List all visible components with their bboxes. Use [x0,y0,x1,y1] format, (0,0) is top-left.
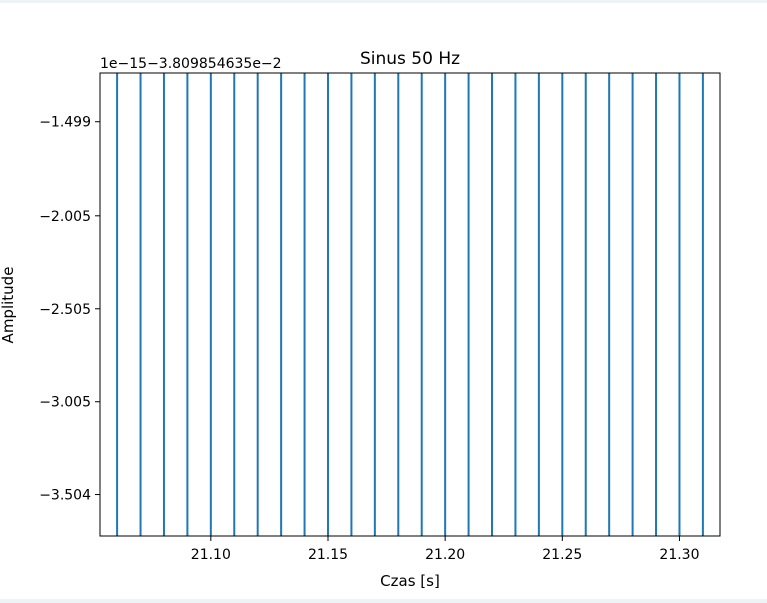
x-axis-label: Czas [s] [380,572,440,590]
y-tick-label: −3.005 [39,395,91,411]
y-axis: −1.499 −2.005 −2.505 −3.005 −3.504 [39,115,100,504]
x-tick-label: 21.25 [542,547,582,563]
y-tick-label: −2.005 [39,209,91,225]
y-offset-text: 1e−15−3.809854635e−2 [100,56,282,72]
chart-title: Sinus 50 Hz [360,49,460,69]
x-tick-label: 21.30 [659,547,699,563]
x-tick-label: 21.15 [308,547,348,563]
x-tick-label: 21.20 [425,547,465,563]
window-bottom-strip [0,599,767,603]
y-tick-label: −3.504 [39,488,91,504]
window-top-strip [0,0,767,3]
plot-marks [116,73,704,536]
x-axis: 21.10 21.15 21.20 21.25 21.30 [191,536,700,563]
y-axis-label: Amplitude [0,267,17,344]
x-tick-label: 21.10 [191,547,231,563]
y-tick-label: −2.505 [39,302,91,318]
plot-area-frame [99,72,721,537]
y-tick-label: −1.499 [39,115,91,131]
